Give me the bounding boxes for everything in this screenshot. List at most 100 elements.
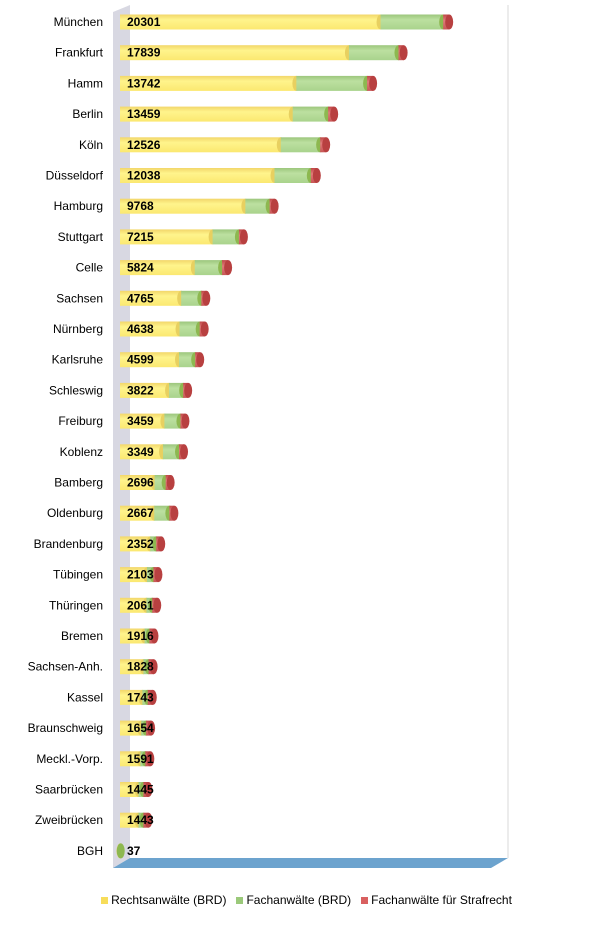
bar-rechtsanwaelte: [120, 198, 246, 214]
data-label: 9768: [127, 199, 154, 213]
data-label: 37: [127, 844, 141, 858]
category-label: Koblenz: [60, 445, 103, 459]
bar-fachanwaelte: [169, 382, 184, 398]
chart-floor: [113, 858, 508, 868]
bar-cap-strafrecht: [154, 567, 163, 583]
bar-cap-strafrecht: [147, 720, 156, 736]
legend-item-fachanwaelte: Fachanwälte (BRD): [236, 893, 351, 907]
data-label: 20301: [127, 15, 161, 29]
category-label: Thüringen: [49, 598, 103, 612]
legend-item-strafrecht: Fachanwälte für Strafrecht: [361, 893, 512, 907]
bar-rechtsanwaelte: [120, 689, 143, 705]
category-label: Frankfurt: [55, 46, 104, 60]
data-label: 1443: [127, 813, 154, 827]
bar-rechtsanwaelte: [120, 45, 349, 61]
data-label: 17839: [127, 46, 161, 60]
data-label: 3822: [127, 383, 154, 397]
bar-rechtsanwaelte: [120, 413, 165, 429]
bar-cap-strafrecht: [180, 444, 189, 460]
bar-fachanwaelte: [212, 229, 239, 245]
bar-fachanwaelte: [274, 168, 311, 183]
bar-fachanwaelte: [179, 321, 200, 337]
category-label: Bremen: [61, 629, 103, 643]
stacked-bar-chart: München 20301 Frankfurt 17839 Hamm 13742 Berli…: [28, 5, 509, 868]
category-label: Stuttgart: [58, 230, 104, 244]
bar-fachanwaelte: [154, 505, 170, 521]
bar-cap-strafrecht: [322, 137, 331, 153]
data-label: 1828: [127, 660, 154, 674]
bar-rechtsanwaelte: [120, 567, 147, 583]
data-label: 1654: [127, 721, 154, 735]
bar-rechtsanwaelte: [120, 137, 281, 153]
bar-rechtsanwaelte: [120, 444, 163, 460]
bar-rechtsanwaelte: [120, 720, 142, 736]
bar-fachanwaelte: [154, 475, 166, 490]
bar-rechtsanwaelte: [120, 597, 147, 613]
bar-rechtsanwaelte: [120, 536, 151, 552]
bar-fachanwaelte: [292, 106, 329, 122]
bar-rechtsanwaelte: [120, 168, 275, 183]
legend-swatch: [101, 896, 109, 904]
bar-cap-strafrecht: [144, 812, 153, 828]
bar-rechtsanwaelte: [120, 382, 170, 398]
bar-fachanwaelte: [348, 45, 399, 61]
legend-item-rechtsanwaelte: Rechtsanwälte (BRD): [101, 893, 226, 907]
bar-cap-strafrecht: [312, 168, 321, 183]
bar-cap-strafrecht: [270, 198, 279, 214]
category-label: BGH: [77, 844, 103, 858]
category-label: Braunschweig: [28, 721, 103, 735]
legend-label: Fachanwälte für Strafrecht: [371, 893, 512, 907]
legend-label: Fachanwälte (BRD): [246, 893, 352, 907]
data-label: 3349: [127, 445, 154, 459]
bar-rechtsanwaelte: [120, 505, 155, 521]
bar-rechtsanwaelte: [120, 321, 180, 337]
legend-swatch: [236, 896, 244, 904]
data-label: 13742: [127, 76, 161, 90]
data-label: 2352: [127, 537, 154, 551]
legend-label: Rechtsanwälte (BRD): [111, 893, 227, 907]
bar-rechtsanwaelte: [120, 628, 145, 644]
category-label: Hamm: [68, 76, 103, 90]
category-label: Freiburg: [58, 414, 103, 428]
bar-rechtsanwaelte: [120, 751, 141, 767]
data-label: 12526: [127, 138, 161, 152]
bar-cap-strafrecht: [399, 45, 408, 61]
bar-cap-strafrecht: [166, 475, 175, 490]
bar-rechtsanwaelte: [120, 106, 293, 122]
bar-cap-strafrecht: [224, 260, 233, 276]
data-label: 4765: [127, 291, 154, 305]
data-label: 2103: [127, 568, 154, 582]
bar-fachanwaelte: [179, 352, 196, 368]
category-label: Hamburg: [54, 199, 103, 213]
category-label: Sachsen: [56, 291, 103, 305]
data-label: 12038: [127, 169, 161, 183]
bar-cap-strafrecht: [445, 14, 454, 30]
bar-rechtsanwaelte: [120, 812, 139, 828]
back-wall: [113, 5, 130, 868]
bar-cap-strafrecht: [184, 382, 193, 398]
legend: Rechtsanwälte (BRD) Fachanwälte (BRD) Fach…: [0, 893, 613, 907]
category-label: Oldenburg: [47, 506, 103, 520]
bar-cap-fachanwaelte: [116, 843, 125, 859]
bar-cap-strafrecht: [181, 413, 190, 429]
bar-fachanwaelte: [245, 198, 270, 214]
data-label: 2061: [127, 598, 154, 612]
category-label: Meckl.-Vorp.: [36, 752, 103, 766]
bar-cap-strafrecht: [200, 321, 209, 337]
bar-cap-strafrecht: [202, 290, 211, 306]
category-label: Saarbrücken: [35, 783, 103, 797]
bar-fachanwaelte: [380, 14, 444, 30]
category-label: München: [54, 15, 103, 29]
data-label: 2696: [127, 476, 154, 490]
data-label: 1743: [127, 690, 154, 704]
bar-cap-strafrecht: [239, 229, 248, 245]
bar-cap-strafrecht: [146, 751, 155, 767]
bar-cap-strafrecht: [330, 106, 339, 122]
data-label: 7215: [127, 230, 154, 244]
data-label: 4599: [127, 353, 154, 367]
data-label: 13459: [127, 107, 161, 121]
bar-rechtsanwaelte: [120, 75, 297, 91]
bar-rechtsanwaelte: [120, 475, 155, 490]
data-label: 5824: [127, 261, 154, 275]
data-label: 1445: [127, 783, 154, 797]
